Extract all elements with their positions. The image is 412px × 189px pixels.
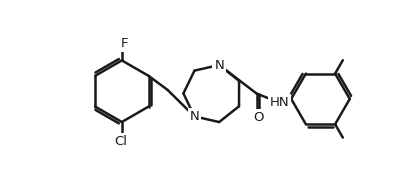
Text: O: O	[253, 111, 263, 124]
Text: HN: HN	[270, 96, 290, 109]
Text: N: N	[214, 59, 224, 71]
Text: N: N	[190, 110, 199, 123]
Text: F: F	[120, 37, 128, 50]
Text: Cl: Cl	[114, 135, 127, 148]
